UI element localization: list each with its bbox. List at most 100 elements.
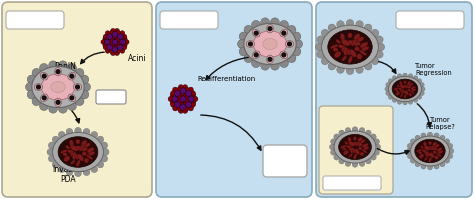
- Ellipse shape: [355, 47, 360, 51]
- Circle shape: [439, 137, 444, 141]
- Ellipse shape: [417, 149, 422, 152]
- Ellipse shape: [433, 142, 437, 146]
- Ellipse shape: [344, 47, 348, 56]
- Circle shape: [440, 162, 445, 167]
- Circle shape: [428, 132, 433, 137]
- Circle shape: [412, 97, 415, 100]
- Circle shape: [261, 61, 270, 70]
- Circle shape: [291, 48, 296, 54]
- Circle shape: [403, 100, 407, 105]
- Circle shape: [359, 131, 363, 135]
- Circle shape: [178, 100, 183, 105]
- Ellipse shape: [397, 85, 400, 87]
- Circle shape: [403, 73, 407, 77]
- Circle shape: [359, 161, 365, 166]
- Ellipse shape: [406, 85, 408, 88]
- Circle shape: [188, 87, 193, 92]
- Circle shape: [370, 57, 376, 63]
- Ellipse shape: [357, 37, 364, 42]
- Circle shape: [176, 96, 182, 102]
- Circle shape: [101, 40, 106, 44]
- Circle shape: [107, 43, 112, 48]
- Circle shape: [112, 31, 118, 37]
- Ellipse shape: [411, 86, 415, 90]
- Circle shape: [418, 84, 420, 87]
- Circle shape: [317, 36, 324, 43]
- Circle shape: [83, 168, 89, 173]
- Circle shape: [443, 157, 446, 161]
- Circle shape: [255, 58, 260, 64]
- Ellipse shape: [408, 89, 410, 91]
- Circle shape: [292, 32, 301, 41]
- Circle shape: [239, 47, 248, 56]
- Circle shape: [109, 41, 114, 46]
- Circle shape: [419, 88, 421, 90]
- Circle shape: [105, 31, 110, 36]
- Circle shape: [373, 39, 377, 43]
- Ellipse shape: [77, 154, 84, 161]
- Circle shape: [109, 40, 113, 44]
- Circle shape: [428, 164, 432, 168]
- FancyBboxPatch shape: [316, 2, 472, 197]
- FancyBboxPatch shape: [2, 2, 152, 197]
- Ellipse shape: [334, 51, 341, 58]
- FancyArrowPatch shape: [417, 104, 431, 127]
- Circle shape: [60, 165, 66, 171]
- Circle shape: [419, 87, 423, 91]
- Circle shape: [365, 24, 372, 32]
- Circle shape: [372, 150, 375, 153]
- Circle shape: [56, 70, 60, 74]
- Circle shape: [338, 154, 341, 157]
- Circle shape: [280, 58, 285, 64]
- Circle shape: [417, 137, 420, 141]
- Circle shape: [347, 66, 353, 72]
- Ellipse shape: [361, 47, 369, 51]
- Circle shape: [271, 18, 279, 27]
- Circle shape: [439, 138, 442, 141]
- Circle shape: [62, 164, 66, 169]
- Circle shape: [68, 63, 76, 72]
- Circle shape: [414, 157, 417, 161]
- Circle shape: [190, 102, 195, 107]
- Ellipse shape: [433, 151, 437, 154]
- Ellipse shape: [65, 145, 70, 149]
- Circle shape: [184, 104, 190, 110]
- Circle shape: [414, 141, 417, 144]
- Ellipse shape: [40, 94, 48, 102]
- Circle shape: [188, 99, 193, 104]
- Text: PanIN: PanIN: [54, 62, 76, 71]
- Circle shape: [282, 31, 286, 35]
- Circle shape: [342, 133, 346, 137]
- Circle shape: [91, 131, 98, 138]
- Circle shape: [51, 65, 56, 70]
- Ellipse shape: [360, 42, 368, 48]
- Ellipse shape: [82, 140, 87, 145]
- Circle shape: [54, 155, 58, 160]
- Circle shape: [244, 34, 249, 40]
- Circle shape: [421, 164, 426, 169]
- Circle shape: [369, 137, 372, 140]
- Circle shape: [320, 37, 326, 43]
- Ellipse shape: [407, 81, 411, 85]
- Circle shape: [107, 36, 112, 41]
- Circle shape: [334, 145, 337, 149]
- Circle shape: [27, 75, 36, 84]
- Circle shape: [337, 21, 344, 28]
- Circle shape: [370, 31, 376, 37]
- Circle shape: [445, 139, 450, 144]
- Circle shape: [103, 45, 108, 50]
- Circle shape: [439, 160, 442, 164]
- Circle shape: [182, 102, 187, 107]
- Circle shape: [116, 38, 121, 43]
- Circle shape: [286, 29, 292, 34]
- Circle shape: [374, 150, 379, 155]
- Circle shape: [110, 51, 116, 56]
- Circle shape: [356, 66, 364, 73]
- Circle shape: [327, 33, 331, 38]
- Ellipse shape: [347, 33, 352, 38]
- Circle shape: [182, 91, 187, 96]
- Circle shape: [242, 41, 248, 47]
- Ellipse shape: [424, 146, 430, 150]
- Circle shape: [420, 91, 424, 96]
- Circle shape: [399, 77, 401, 79]
